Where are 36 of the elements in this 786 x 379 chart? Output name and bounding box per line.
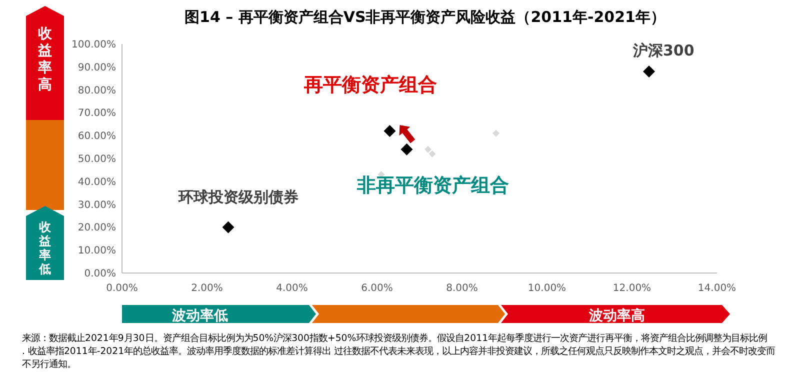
y-tick-label: 20.00% bbox=[78, 222, 116, 234]
x-tick-label: 14.00% bbox=[698, 283, 736, 294]
x-tick-label: 10.00% bbox=[528, 283, 566, 294]
y-tick-label: 10.00% bbox=[78, 246, 116, 257]
point bbox=[424, 146, 432, 153]
point bbox=[428, 150, 436, 158]
y-tick-label: 0.00% bbox=[84, 268, 116, 280]
y-tick-label: 40.00% bbox=[78, 176, 116, 188]
source-note: 来源：数据截止2021年9月30日。资产组合目标比例为为50%沪深300指数+50%环球投资级别债券。假设自2011年起每季度进行一次资产进行再平衡，将资产组合比例调整为目标比例. 收益率指2011年-2021年的总收益率。波动率用季度数据的标准差计算得出 过往数据不代表未来表现，以上内容并非投资建议，所载之任何观点只反映制作本文时之观点，并会不时改变而不另行通知。 bbox=[22, 333, 776, 370]
point bbox=[384, 125, 396, 138]
y-tick-label: 50.00% bbox=[78, 154, 116, 165]
x-tick-label: 12.00% bbox=[612, 283, 652, 294]
x-tick-label: 6.00% bbox=[361, 283, 393, 294]
text: 波动率高 bbox=[588, 307, 645, 324]
text: 波动率低 bbox=[171, 307, 228, 324]
y-tick-label: 30.00% bbox=[78, 200, 116, 211]
point bbox=[492, 130, 500, 137]
point bbox=[400, 143, 413, 156]
y-tick-label: 80.00% bbox=[78, 85, 116, 96]
chart-title: 图14 – 再平衡资产组合VS非再平衡资产风险收益（2011年-2021年） bbox=[184, 8, 666, 26]
annotation: 环球投资级别债券 bbox=[177, 188, 298, 206]
y-tick-label: 60.00% bbox=[78, 131, 116, 142]
x-tick-label: 4.00% bbox=[276, 283, 308, 294]
y-tick-label: 90.00% bbox=[78, 62, 116, 74]
text: 收益率高 bbox=[37, 26, 53, 93]
x-tick-label: 2.00% bbox=[191, 283, 223, 294]
x-tick-label: 0.00% bbox=[106, 283, 138, 294]
point bbox=[222, 221, 234, 234]
annotation: 沪深300 bbox=[632, 41, 694, 60]
y-tick-label: 70.00% bbox=[78, 108, 116, 120]
text: 收益率低 bbox=[38, 220, 52, 276]
annotation: 非再平衡资产组合 bbox=[356, 174, 509, 196]
x-tick-label: 8.00% bbox=[446, 283, 478, 294]
point bbox=[643, 65, 655, 78]
annotation: 再平衡资产组合 bbox=[302, 74, 437, 96]
y-tick-label: 100.00% bbox=[72, 40, 116, 50]
